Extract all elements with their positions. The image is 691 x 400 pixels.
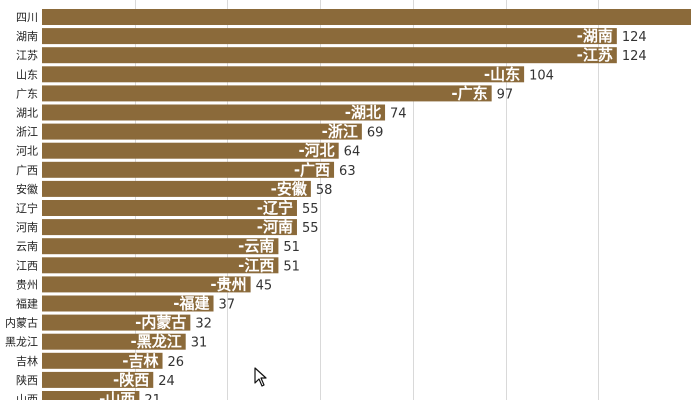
value-label: 37 — [219, 298, 236, 313]
category-label: 陕西 — [16, 373, 38, 387]
bar — [42, 142, 339, 159]
value-label: 21 — [144, 393, 161, 400]
value-label: 124 — [622, 49, 647, 64]
value-label: 51 — [283, 259, 300, 274]
bar — [42, 295, 214, 312]
bar — [42, 333, 186, 350]
bar — [42, 257, 279, 274]
category-label: 广东 — [16, 87, 38, 100]
category-label: 江西 — [16, 259, 38, 272]
bars — [42, 9, 691, 400]
category-label: 黑龙江 — [5, 336, 38, 349]
value-label: 51 — [283, 240, 300, 255]
category-label: 四川 — [16, 11, 38, 24]
bar-label: -吉林 — [122, 352, 159, 370]
category-label: 湖北 — [16, 107, 38, 120]
value-label: 64 — [344, 145, 361, 160]
bar-label: -湖北 — [345, 104, 381, 122]
value-label: 31 — [191, 336, 208, 351]
category-label: 安徽 — [16, 182, 38, 196]
value-label: 58 — [316, 183, 333, 198]
bar-label: -辽宁 — [257, 199, 293, 217]
bar — [42, 314, 191, 331]
bar — [42, 371, 154, 388]
bar — [42, 9, 691, 25]
value-label: 63 — [339, 164, 356, 179]
bar-label: -陕西 — [113, 371, 149, 389]
category-label: 贵州 — [16, 278, 38, 291]
category-label: 吉林 — [16, 354, 38, 368]
category-label: 山东 — [16, 68, 38, 81]
category-label: 河北 — [16, 145, 38, 158]
bar-label: -山东 — [484, 65, 520, 83]
bar-label: -湖南 — [577, 27, 613, 45]
category-label: 辽宁 — [16, 201, 38, 215]
category-label: 内蒙古 — [5, 316, 38, 330]
value-label: 97 — [497, 87, 514, 102]
bar-label: -内蒙古 — [135, 314, 186, 332]
bar — [42, 104, 386, 121]
bar — [42, 66, 525, 83]
category-label: 浙江 — [16, 126, 38, 139]
bar — [42, 28, 617, 45]
value-label: 55 — [302, 221, 319, 236]
bar-label: -广东 — [451, 84, 487, 102]
bar — [42, 238, 279, 255]
bar-label: -江西 — [238, 256, 274, 274]
bar-label: -黑龙江 — [130, 333, 181, 351]
value-label: 24 — [158, 374, 175, 389]
bar-label: -河南 — [257, 218, 293, 236]
value-label: 69 — [367, 126, 384, 141]
value-label: 55 — [302, 202, 319, 217]
bar — [42, 391, 140, 400]
bar-label: -江苏 — [577, 46, 613, 64]
bar — [42, 123, 362, 140]
value-label: 74 — [390, 107, 407, 122]
bar-label: -山西 — [99, 390, 135, 400]
mouse-pointer-icon — [254, 367, 267, 387]
category-label: 广西 — [16, 164, 38, 177]
bar — [42, 200, 297, 216]
bar-label: -贵州 — [210, 275, 246, 293]
category-label: 河南 — [16, 221, 38, 234]
value-label: 124 — [622, 30, 647, 45]
category-label: 湖南 — [16, 30, 38, 43]
bar-label: -浙江 — [322, 123, 358, 141]
value-label: 32 — [195, 317, 212, 332]
value-label: 26 — [168, 355, 185, 370]
category-label: 山西 — [16, 393, 38, 400]
bar-label: -福建 — [173, 295, 210, 313]
bar-label: -安徽 — [271, 180, 308, 198]
bar — [42, 180, 311, 197]
bar-label: -云南 — [238, 237, 274, 255]
bar-label: -广西 — [294, 161, 330, 179]
value-label: 104 — [529, 68, 554, 83]
bar — [42, 352, 163, 369]
category-label: 江苏 — [16, 49, 38, 62]
value-label: 45 — [256, 278, 273, 293]
bar — [42, 219, 297, 236]
bar — [42, 276, 251, 293]
category-label: 云南 — [16, 240, 38, 253]
bar-label: -河北 — [298, 142, 334, 160]
bar — [42, 161, 335, 178]
bar — [42, 47, 617, 64]
bar — [42, 85, 492, 102]
category-label: 福建 — [16, 297, 38, 311]
